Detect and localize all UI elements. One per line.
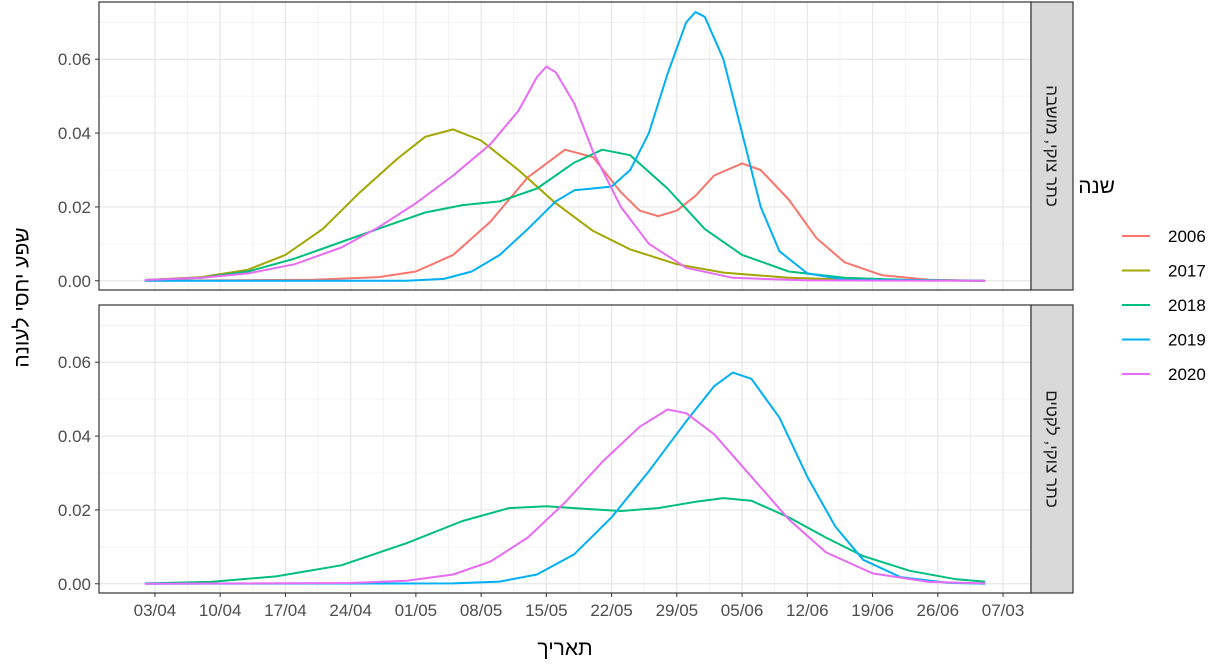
x-tick-label: 03/04 bbox=[134, 601, 177, 620]
legend-label: 2019 bbox=[1168, 331, 1206, 350]
x-axis-title: תאריך bbox=[537, 637, 592, 660]
y-tick-label: 0.00 bbox=[58, 575, 91, 594]
y-tick-label: 0.04 bbox=[58, 124, 91, 143]
x-tick-label: 05/06 bbox=[721, 601, 764, 620]
panel-1: 0.00 0.02 0.04 0.06 כתר צוקי, מושבה bbox=[58, 1, 1074, 291]
legend-label: 2018 bbox=[1168, 296, 1206, 315]
legend-item-2020: 2020 bbox=[1122, 365, 1206, 384]
x-tick-label: 22/05 bbox=[590, 601, 633, 620]
panel-background bbox=[99, 305, 1031, 593]
series-line-2017 bbox=[144, 128, 986, 282]
x-tick-label: 26/06 bbox=[917, 601, 960, 620]
facet-strip bbox=[1030, 304, 1074, 594]
facet-strip-label: כתר צוקי, לקטים bbox=[1043, 390, 1062, 508]
legend-label: 2017 bbox=[1168, 262, 1206, 281]
legend-item-2006: 2006 bbox=[1122, 227, 1206, 246]
legend-label: 2006 bbox=[1168, 227, 1206, 246]
facet-strip-label: כתר צוקי, מושבה bbox=[1043, 85, 1062, 207]
legend: שנה 2006 2017 2018 2019 2020 bbox=[1078, 175, 1206, 384]
facet-strip bbox=[1030, 1, 1074, 291]
series-line-2020 bbox=[144, 65, 986, 282]
x-tick-label: 01/05 bbox=[395, 601, 438, 620]
x-tick-label: 10/04 bbox=[199, 601, 242, 620]
series-line-2018 bbox=[144, 148, 986, 282]
y-tick-label: 0.02 bbox=[58, 501, 91, 520]
x-tick-label: 15/05 bbox=[525, 601, 568, 620]
x-tick-label: 08/05 bbox=[460, 601, 503, 620]
x-tick-label: 07/03 bbox=[982, 601, 1025, 620]
y-tick-label: 0.06 bbox=[58, 50, 91, 69]
legend-item-2017: 2017 bbox=[1122, 262, 1206, 281]
y-tick-label: 0.00 bbox=[58, 272, 91, 291]
y-axis-title: שפע יחסי לעונה bbox=[11, 227, 34, 367]
legend-title: שנה bbox=[1078, 175, 1115, 198]
panel-background bbox=[99, 2, 1031, 290]
series-line-2020 bbox=[144, 408, 986, 585]
panel-2: 0.00 0.02 0.04 0.06 כתר צוקי, לקטים bbox=[58, 304, 1074, 594]
series-line-2019 bbox=[144, 11, 986, 282]
y-tick-label: 0.04 bbox=[58, 427, 91, 446]
series-line-2019 bbox=[144, 371, 986, 585]
x-tick-label: 24/04 bbox=[329, 601, 372, 620]
y-tick-label: 0.02 bbox=[58, 198, 91, 217]
x-tick-label: 17/04 bbox=[264, 601, 307, 620]
y-tick-label: 0.06 bbox=[58, 353, 91, 372]
x-tick-label: 19/06 bbox=[851, 601, 894, 620]
legend-item-2018: 2018 bbox=[1122, 296, 1206, 315]
x-tick-label: 29/05 bbox=[656, 601, 699, 620]
legend-label: 2020 bbox=[1168, 365, 1206, 384]
x-tick-label: 12/06 bbox=[786, 601, 829, 620]
series-line-2006 bbox=[144, 148, 986, 282]
legend-item-2019: 2019 bbox=[1122, 331, 1206, 350]
